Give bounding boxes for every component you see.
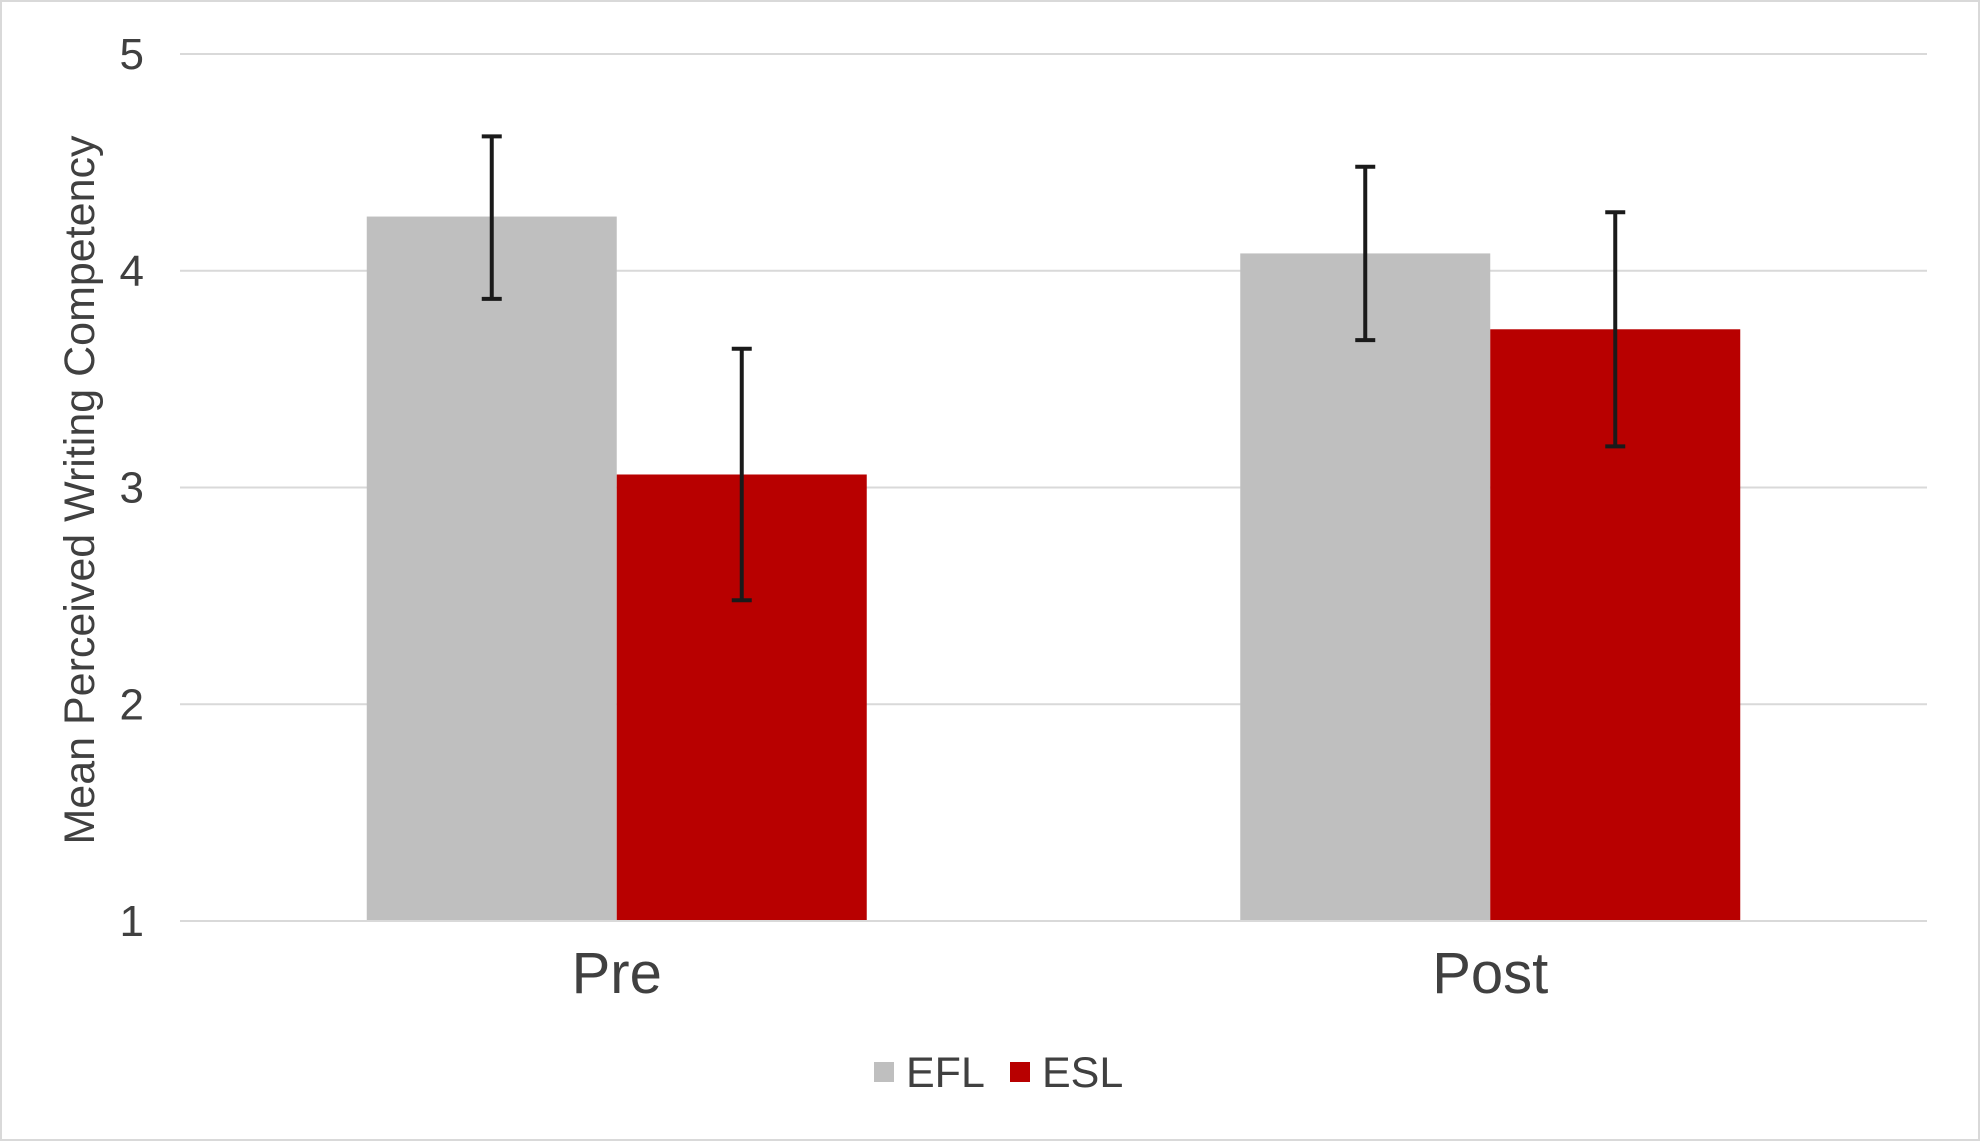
- y-tick-label: 2: [120, 680, 144, 729]
- x-category-label-post: Post: [1432, 941, 1548, 1006]
- bars: [366, 216, 1741, 922]
- y-tick-label: 5: [120, 30, 144, 79]
- error-bars: [481, 134, 1626, 603]
- error-bar-efl-pre: [481, 134, 502, 301]
- x-axis-categories: Pre Post: [572, 941, 1549, 1006]
- legend-swatch-efl: [874, 1062, 894, 1082]
- error-bar-efl-post: [1355, 164, 1376, 343]
- legend-swatch-esl: [1010, 1062, 1030, 1082]
- y-tick-label: 4: [120, 247, 144, 296]
- legend: EFL ESL: [874, 1049, 1123, 1097]
- y-tick-label: 3: [120, 464, 144, 513]
- y-axis-ticks: 1 2 3 4 5: [120, 30, 144, 946]
- bar-efl-pre: [366, 216, 617, 921]
- y-tick-label: 1: [120, 897, 144, 946]
- y-axis-title: Mean Perceived Writing Competency: [56, 135, 104, 845]
- error-bar-esl-pre: [731, 346, 752, 603]
- x-category-label-pre: Pre: [572, 941, 662, 1006]
- legend-label-esl: ESL: [1042, 1049, 1123, 1097]
- error-bar-esl-post: [1605, 210, 1626, 449]
- bar-efl-post: [1240, 253, 1491, 921]
- legend-label-efl: EFL: [906, 1049, 985, 1097]
